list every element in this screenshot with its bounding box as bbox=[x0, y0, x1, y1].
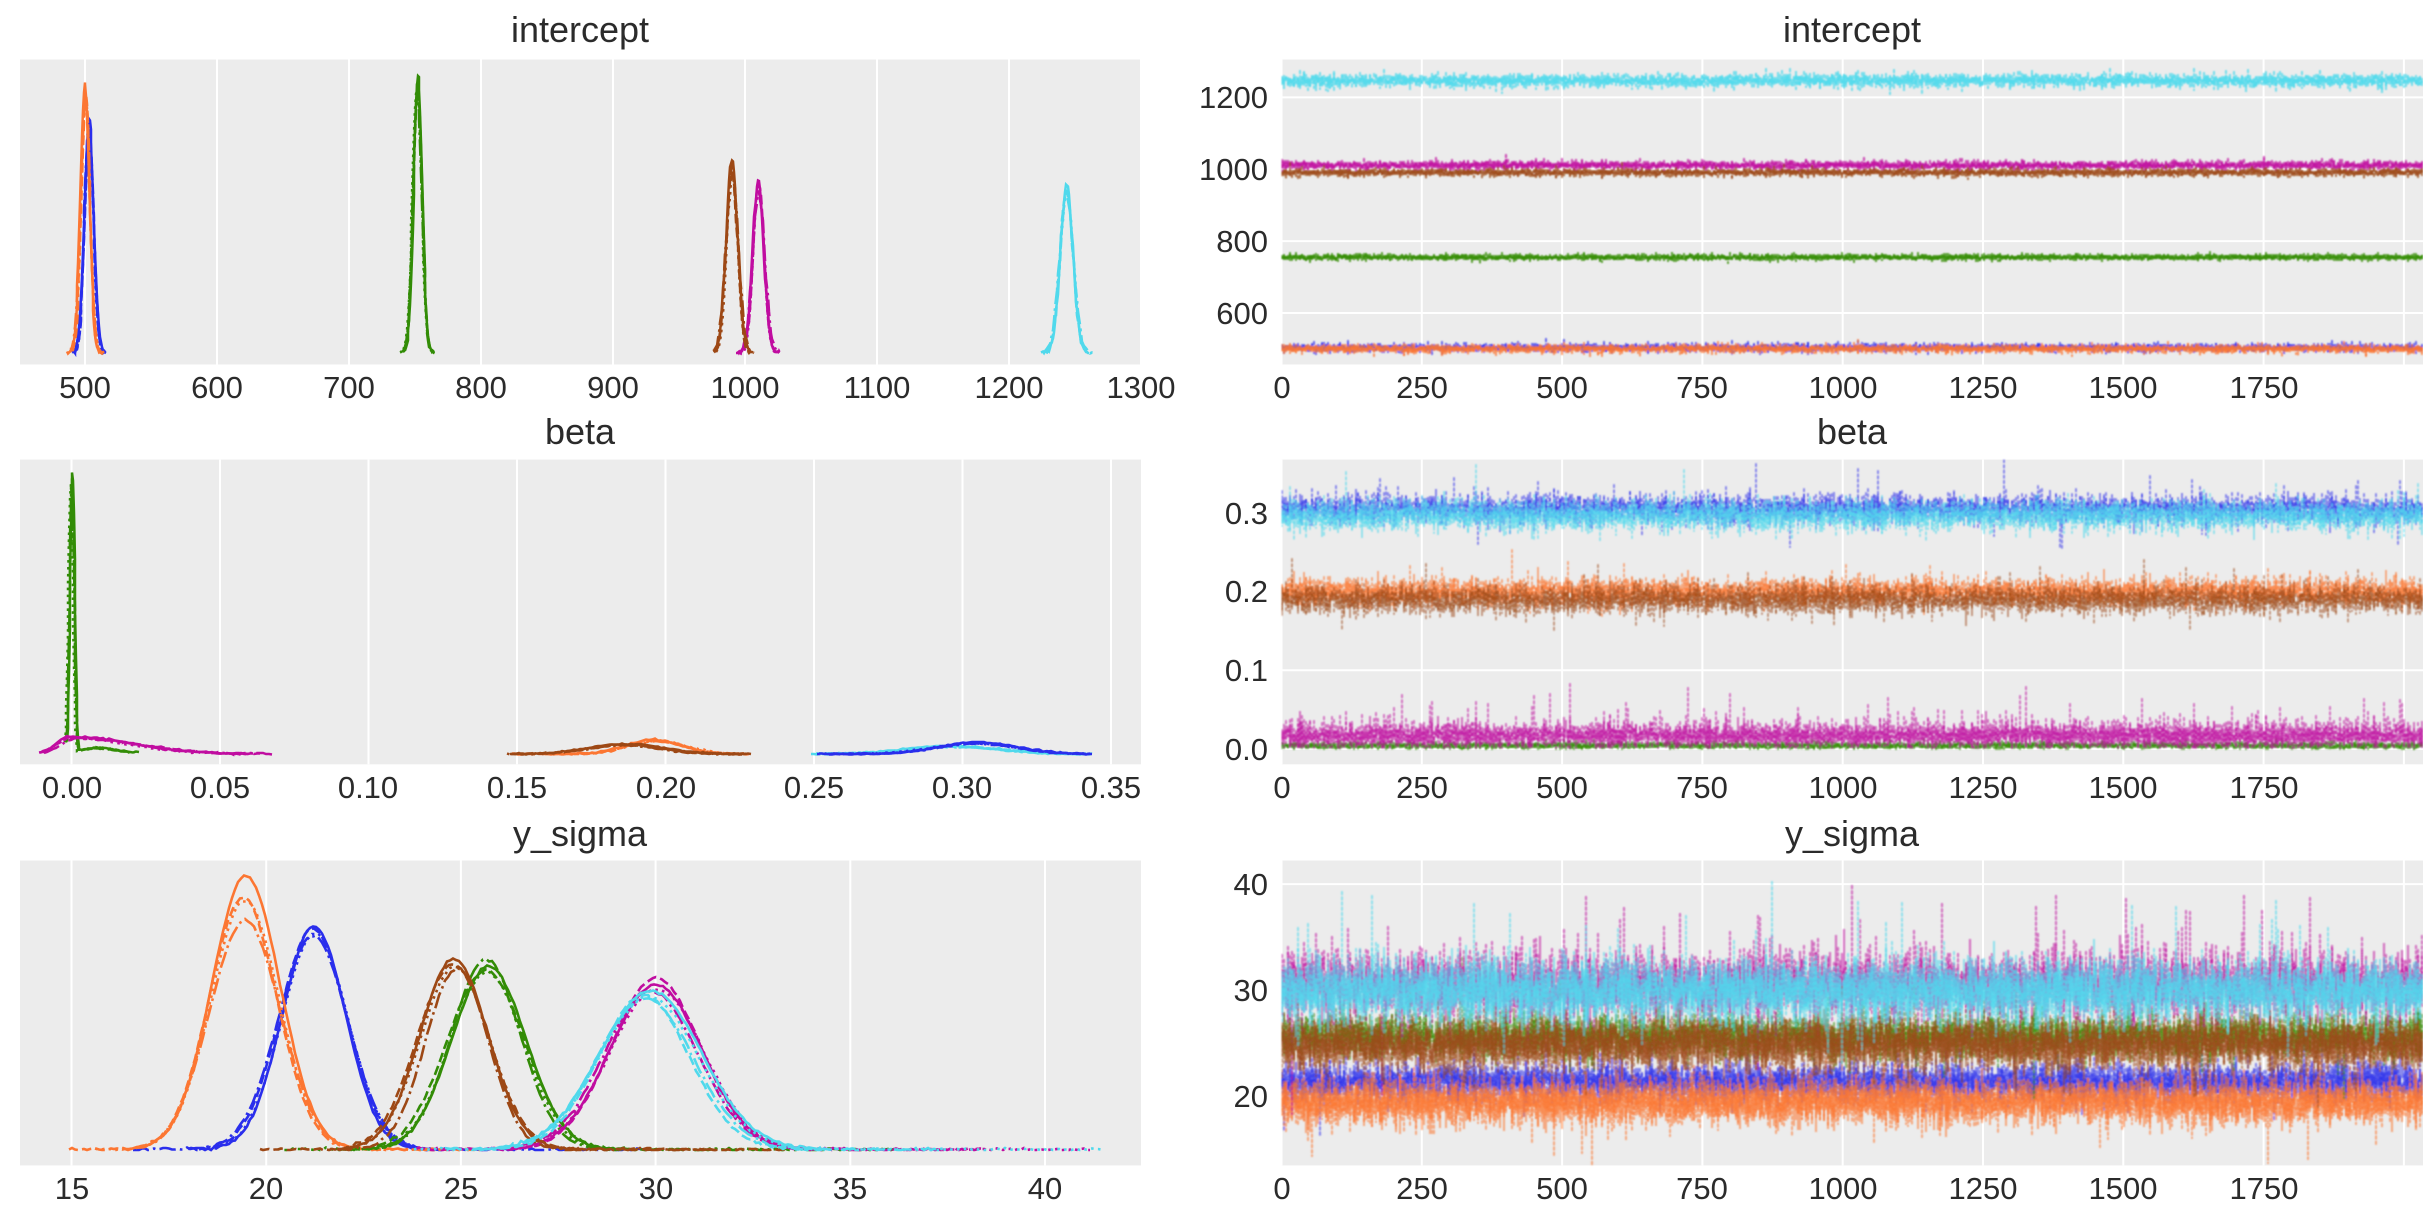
svg-text:1500: 1500 bbox=[2089, 370, 2158, 405]
svg-text:0.0: 0.0 bbox=[1225, 732, 1268, 767]
svg-text:1750: 1750 bbox=[2230, 1171, 2299, 1206]
svg-text:1000: 1000 bbox=[1809, 770, 1878, 805]
svg-text:0: 0 bbox=[1273, 1171, 1290, 1206]
svg-text:30: 30 bbox=[639, 1171, 673, 1206]
svg-text:1300: 1300 bbox=[1107, 370, 1176, 405]
svg-text:0.05: 0.05 bbox=[190, 770, 250, 805]
svg-text:0.10: 0.10 bbox=[338, 770, 398, 805]
svg-text:1250: 1250 bbox=[1949, 770, 2018, 805]
svg-text:0.20: 0.20 bbox=[636, 770, 696, 805]
svg-text:1000: 1000 bbox=[1199, 152, 1268, 187]
svg-text:800: 800 bbox=[1216, 224, 1268, 259]
svg-text:800: 800 bbox=[455, 370, 507, 405]
svg-text:20: 20 bbox=[1234, 1079, 1268, 1114]
svg-text:700: 700 bbox=[323, 370, 375, 405]
svg-text:0.35: 0.35 bbox=[1081, 770, 1141, 805]
svg-text:500: 500 bbox=[59, 370, 111, 405]
svg-text:1500: 1500 bbox=[2089, 1171, 2158, 1206]
svg-text:500: 500 bbox=[1536, 1171, 1588, 1206]
svg-text:1250: 1250 bbox=[1949, 370, 2018, 405]
svg-text:250: 250 bbox=[1396, 370, 1448, 405]
svg-text:beta: beta bbox=[1817, 411, 1888, 452]
svg-text:0.1: 0.1 bbox=[1225, 653, 1268, 688]
svg-text:40: 40 bbox=[1028, 1171, 1062, 1206]
svg-text:250: 250 bbox=[1396, 770, 1448, 805]
svg-text:0: 0 bbox=[1273, 770, 1290, 805]
svg-text:1500: 1500 bbox=[2089, 770, 2158, 805]
svg-text:750: 750 bbox=[1676, 770, 1728, 805]
svg-text:35: 35 bbox=[833, 1171, 867, 1206]
svg-text:1100: 1100 bbox=[844, 370, 911, 405]
svg-text:intercept: intercept bbox=[1783, 9, 1921, 50]
svg-text:900: 900 bbox=[587, 370, 639, 405]
svg-text:0.25: 0.25 bbox=[784, 770, 844, 805]
svg-text:0.00: 0.00 bbox=[42, 770, 102, 805]
svg-text:30: 30 bbox=[1234, 973, 1268, 1008]
svg-text:1000: 1000 bbox=[711, 370, 780, 405]
svg-text:0.30: 0.30 bbox=[932, 770, 992, 805]
svg-text:1250: 1250 bbox=[1949, 1171, 2018, 1206]
svg-text:1750: 1750 bbox=[2230, 770, 2299, 805]
svg-text:y_sigma: y_sigma bbox=[1785, 813, 1920, 854]
svg-text:0.3: 0.3 bbox=[1225, 496, 1268, 531]
svg-text:20: 20 bbox=[249, 1171, 283, 1206]
svg-text:15: 15 bbox=[55, 1171, 89, 1206]
svg-text:y_sigma: y_sigma bbox=[513, 813, 648, 854]
svg-text:750: 750 bbox=[1676, 370, 1728, 405]
svg-text:600: 600 bbox=[191, 370, 243, 405]
svg-text:beta: beta bbox=[545, 411, 616, 452]
svg-text:0.15: 0.15 bbox=[487, 770, 547, 805]
svg-text:1000: 1000 bbox=[1809, 370, 1878, 405]
svg-text:250: 250 bbox=[1396, 1171, 1448, 1206]
svg-text:0.2: 0.2 bbox=[1225, 574, 1268, 609]
svg-text:intercept: intercept bbox=[511, 9, 649, 50]
svg-text:40: 40 bbox=[1234, 867, 1268, 902]
svg-text:500: 500 bbox=[1536, 370, 1588, 405]
svg-text:1200: 1200 bbox=[975, 370, 1044, 405]
svg-text:0: 0 bbox=[1273, 370, 1290, 405]
svg-text:600: 600 bbox=[1216, 296, 1268, 331]
svg-text:1750: 1750 bbox=[2230, 370, 2299, 405]
svg-text:25: 25 bbox=[444, 1171, 478, 1206]
svg-text:750: 750 bbox=[1676, 1171, 1728, 1206]
svg-text:500: 500 bbox=[1536, 770, 1588, 805]
svg-text:1200: 1200 bbox=[1199, 80, 1268, 115]
svg-text:1000: 1000 bbox=[1809, 1171, 1878, 1206]
